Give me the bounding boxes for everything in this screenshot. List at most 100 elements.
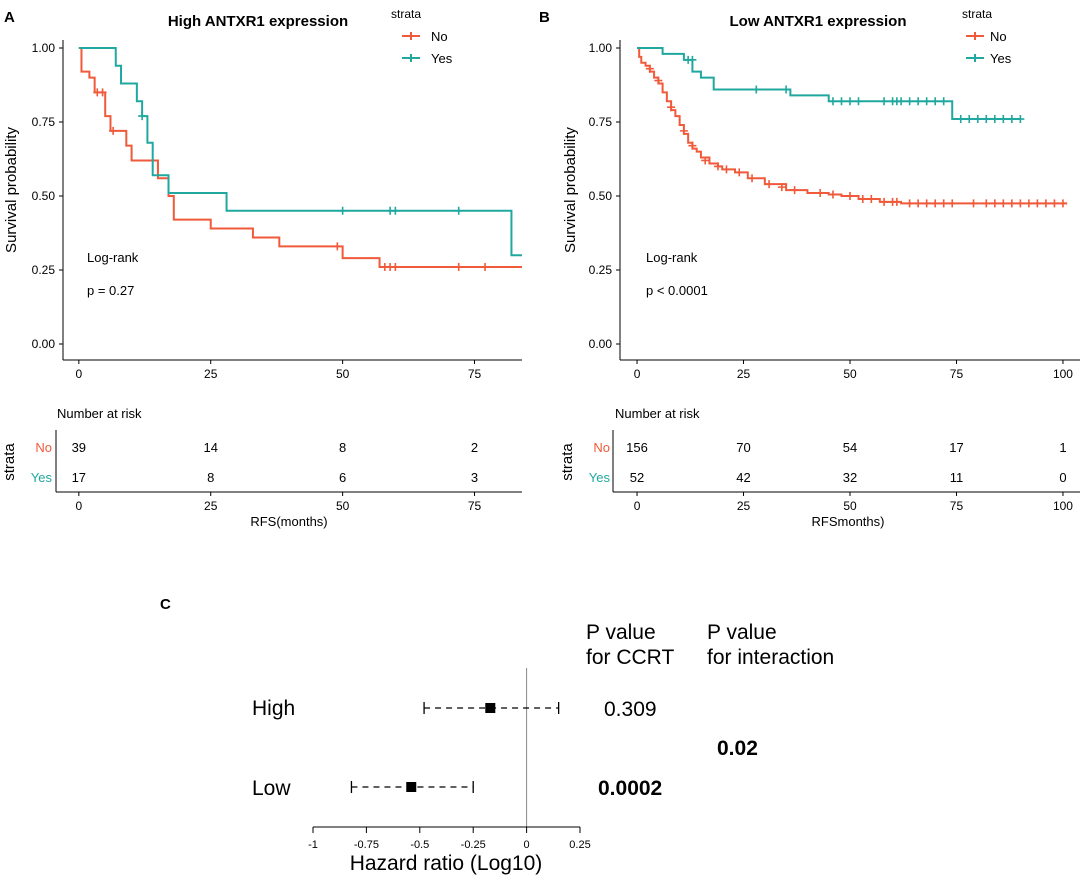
panel-a-risk-x-ticks: 0 25 50 75 [75,492,482,513]
risk-count: 8 [207,470,214,485]
y-tick-label: 1.00 [589,41,613,55]
col-interaction-header-line2: for interaction [707,646,834,669]
risk-count: 11 [950,470,964,485]
censor-mark-yes [1007,115,1016,124]
censor-mark-yes [897,97,906,106]
y-tick-label: 0.00 [32,337,56,351]
risk-x-tick-label: 0 [634,499,641,513]
risk-count: 54 [843,440,857,455]
legend-label-yes: Yes [431,51,453,66]
censor-mark-no [333,242,342,251]
panel-a: A High ANTXR1 expression Survival probab… [1,7,522,529]
y-tick-label: 0.75 [589,115,613,129]
risk-count: 70 [736,440,750,455]
p-value-low: 0.0002 [598,777,662,800]
legend-label-no: No [990,29,1007,44]
censor-mark-yes [752,85,761,94]
y-tick-label: 0.25 [32,263,56,277]
censor-mark-no [1033,199,1042,208]
censor-mark-yes [688,55,697,64]
risk-count: 6 [339,470,346,485]
censor-mark-yes [828,97,837,106]
censor-mark-no [867,194,876,203]
censor-mark-yes [846,97,854,106]
panel-b-y-label: Survival probability [562,127,579,253]
risk-x-tick-label: 0 [75,499,82,513]
censor-mark-yes [338,206,347,215]
censor-mark-yes [914,97,923,106]
y-tick-label: 1.00 [32,41,56,55]
censor-mark-yes [965,115,974,124]
censor-mark-yes [837,97,846,106]
censor-mark-no [391,263,400,272]
risk-count: 3 [471,470,478,485]
panel-b-legend-title: strata [962,7,992,21]
censor-mark-yes [1016,115,1025,124]
forest-x-label: Hazard ratio (Log10) [350,852,543,875]
y-tick-label: 0.50 [32,189,56,203]
censor-mark-yes [956,115,965,124]
panel-a-legend-no: No [402,29,448,44]
panel-a-risk-table: Number at risk strata No Yes 39 14 8 217 8 6 3… [1,406,522,529]
forest-x-tick-label: 0 [524,839,530,851]
panel-a-legend-title: strata [391,7,421,21]
censor-mark-no [969,199,978,208]
forest-x-tick-label: -1 [308,839,318,851]
censor-mark-no [1024,199,1033,208]
legend-label-yes: Yes [990,51,1012,66]
risk-x-tick-label: 25 [737,499,751,513]
censor-mark-no [654,76,663,85]
panel-a-risk-values: 39 14 8 2 17 8 6 3 [72,440,479,485]
risk-row-label-no: No [593,440,610,455]
y-tick-label: 0.75 [32,115,56,129]
panel-label-c: C [160,596,171,613]
risk-count: 32 [843,470,857,485]
panel-a-y-label: Survival probability [3,127,20,253]
panel-label-b: B [539,9,550,26]
censor-mark-no [816,189,825,198]
censor-mark-yes [138,112,147,121]
panel-b-p-value: p < 0.0001 [646,283,708,298]
censor-mark-no [109,126,118,135]
p-value-high: 0.309 [604,698,657,721]
panel-a-legend: strata No Yes [391,7,453,66]
panel-b-risk-axis-label: strata [559,443,576,481]
panel-b: B Low ANTXR1 expression Survival probabi… [539,7,1080,529]
panel-b-risk-table: Number at risk strata No Yes 156 70 54 17 15… [559,406,1080,529]
censor-mark-no [1007,199,1016,208]
censor-mark-no [701,156,710,165]
x-tick-label: 25 [204,367,218,381]
censor-mark-no [880,197,889,206]
censor-mark-no [892,197,901,206]
panel-a-logrank-label: Log-rank [87,250,139,265]
risk-x-tick-label: 75 [468,499,482,513]
censor-mark-no [1016,199,1025,208]
panel-c: C P value for CCRT P value for interacti… [160,596,834,875]
col-ccrt-header-line1: P value [586,621,656,644]
panel-b-curves [637,47,1068,208]
legend-label-no: No [431,29,448,44]
censor-mark-no [828,190,837,199]
risk-count: 2 [471,440,478,455]
panel-b-y-axis: 0.00 0.25 0.50 0.75 1.00 [589,41,620,351]
forest-x-tick-label: -0.75 [354,839,379,851]
censor-mark-yes [782,85,791,94]
censor-mark-no [481,263,490,272]
censor-mark-yes [931,97,940,106]
km-curve-no [637,47,1068,205]
risk-row-label-yes: Yes [31,470,53,485]
risk-x-tick-label: 75 [950,499,964,513]
censor-mark-no [990,199,999,208]
censor-mark-no [777,183,786,192]
x-tick-label: 50 [843,367,857,381]
censor-mark-no [846,192,854,200]
censor-mark-no [667,103,676,112]
risk-x-tick-label: 100 [1053,499,1073,513]
censor-mark-no [765,180,774,189]
censor-mark-yes [939,97,948,106]
censor-mark-no [905,199,914,208]
panel-b-logrank-label: Log-rank [646,250,698,265]
forest-point-high [485,703,496,713]
censor-mark-no [748,174,757,183]
